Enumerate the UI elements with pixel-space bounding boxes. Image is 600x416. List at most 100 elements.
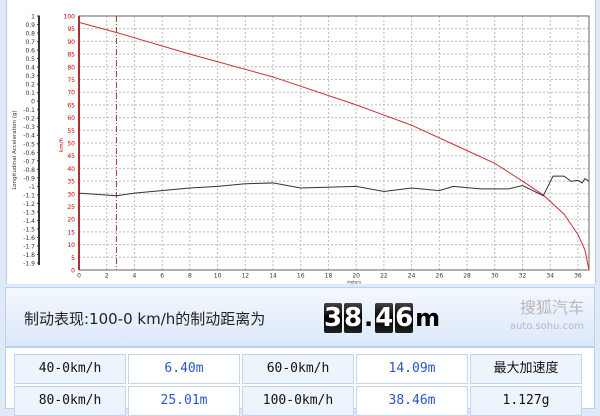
accel-tick-label: 0.4 [25, 65, 35, 72]
accel-tick-label: 0.6 [25, 48, 35, 55]
table-label: 1.127g [470, 386, 582, 416]
digit: 8 [344, 303, 363, 333]
speed-tick-label: 0 [71, 268, 75, 275]
accel-series-line [78, 175, 590, 197]
speed-tick-label: 5 [71, 255, 75, 262]
accel-tick-label: -0.7 [23, 158, 35, 165]
speed-series-line [78, 21, 590, 271]
x-axis-label: meters [347, 280, 361, 285]
x-tick-label: 36 [574, 273, 582, 280]
plot-frame [78, 15, 590, 271]
speed-tick-label: 40 [67, 166, 75, 173]
table-value: 6.40m [128, 354, 240, 384]
accel-tick-label: 0.9 [25, 22, 35, 29]
result-banner: 制动表现:100-0 km/h的制动距离为 3 8 . 4 6 m [5, 287, 595, 347]
table-label: 60-0km/h [242, 354, 354, 384]
x-tick-label: 10 [214, 273, 222, 280]
accel-tick-label: -1.5 [23, 226, 35, 233]
accel-tick-label: -1.4 [23, 218, 35, 225]
speed-tick-label: 20 [67, 217, 75, 224]
unit: m [415, 304, 441, 332]
watermark-url: auto.sohu.com [509, 321, 584, 332]
speed-tick-label: 50 [67, 141, 75, 148]
digit: 4 [375, 303, 394, 333]
accel-tick-label: -0.6 [23, 150, 35, 157]
x-tick-label: 16 [297, 273, 305, 280]
x-tick-label: 22 [380, 273, 388, 280]
speed-tick-label: 55 [67, 128, 75, 135]
speed-tick-label: 30 [67, 191, 75, 198]
accel-tick-label: -0.1 [23, 107, 35, 114]
braking-chart: 0510152025303540455055606570758085909510… [12, 14, 590, 285]
speed-tick-label: 25 [67, 204, 75, 211]
accel-tick-label: -0.8 [23, 167, 35, 174]
speed-tick-label: 15 [67, 229, 75, 236]
x-tick-label: 8 [188, 273, 192, 280]
x-tick-label: 0 [77, 273, 81, 280]
x-tick-label: 4 [133, 273, 137, 280]
x-tick-label: 20 [352, 273, 360, 280]
accel-tick-label: -0.2 [23, 116, 35, 123]
speed-tick-label: 60 [67, 115, 75, 122]
accel-tick-label: 0.5 [25, 56, 35, 63]
x-tick-label: 14 [269, 273, 277, 280]
table-value: 38.46m [356, 386, 468, 416]
accel-tick-label: 0.7 [25, 39, 35, 46]
x-tick-label: 12 [241, 273, 249, 280]
digit: 6 [395, 303, 414, 333]
speed-tick-label: 100 [64, 14, 76, 21]
table-value: 25.01m [128, 386, 240, 416]
braking-distance-display: 3 8 . 4 6 m [324, 303, 442, 333]
x-tick-label: 34 [546, 273, 554, 280]
accel-tick-label: -1.3 [23, 209, 35, 216]
table-label: 80-0km/h [14, 386, 126, 416]
x-tick-label: 6 [160, 273, 164, 280]
accel-tick-label: -0.9 [23, 175, 35, 182]
speed-tick-label: 35 [67, 179, 75, 186]
table-label: 最大加速度 [470, 354, 582, 384]
speed-tick-label: 65 [67, 102, 75, 109]
speed-tick-label: 10 [67, 242, 75, 249]
x-tick-label: 2 [105, 273, 109, 280]
speed-tick-label: 95 [67, 26, 75, 33]
accel-tick-label: -1.9 [23, 261, 35, 268]
accel-tick-label: -1.6 [23, 235, 35, 242]
accel-tick-label: -0.5 [23, 141, 35, 148]
speed-tick-label: 45 [67, 153, 75, 160]
speed-tick-label: 90 [67, 39, 75, 46]
x-tick-label: 30 [491, 273, 499, 280]
x-tick-label: 28 [463, 273, 471, 280]
table-value: 14.09m [356, 354, 468, 384]
x-tick-label: 26 [436, 273, 444, 280]
accel-tick-label: 0.3 [25, 73, 35, 80]
banner-text: 制动表现:100-0 km/h的制动距离为 [24, 310, 266, 328]
x-tick-label: 32 [519, 273, 527, 280]
speed-tick-label: 75 [67, 77, 75, 84]
accel-tick-label: 0.8 [25, 31, 35, 38]
speed-tick-label: 70 [67, 90, 75, 97]
accel-tick-label: -1.7 [23, 243, 35, 250]
chart-panel: 0 5 10 15 20 25 30 35 40 45 50 55 60 65 70 75 80 85 90 95 10… [6, 0, 596, 284]
accel-tick-label: -0.3 [23, 124, 35, 131]
accel-tick-label: 0.1 [25, 90, 35, 97]
accel-tick-label: -1.1 [23, 192, 35, 199]
accel-tick-label: 1 [31, 14, 35, 21]
speed-axis-label: km/h [59, 138, 65, 152]
speed-tick-label: 85 [67, 52, 75, 59]
decimal-point: . [364, 304, 374, 332]
accel-tick-label: 0 [31, 99, 35, 106]
accel-axis-label: Longitudinal Acceleration (g) [12, 110, 18, 189]
accel-tick-label: -1 [29, 184, 35, 191]
accel-tick-label: -0.4 [23, 133, 35, 140]
speed-tick-label: 80 [67, 64, 75, 71]
table-label: 100-0km/h [242, 386, 354, 416]
accel-tick-label: 0.2 [25, 82, 35, 89]
watermark: 搜狐汽车 auto.sohu.com [510, 300, 584, 335]
x-tick-label: 18 [325, 273, 333, 280]
digit: 3 [324, 303, 343, 333]
accel-tick-label: -1.8 [23, 252, 35, 259]
table-label: 40-0km/h [14, 354, 126, 384]
x-tick-label: 24 [408, 273, 416, 280]
accel-tick-label: -1.2 [23, 201, 35, 208]
watermark-brand: 搜狐汽车 [519, 298, 584, 317]
